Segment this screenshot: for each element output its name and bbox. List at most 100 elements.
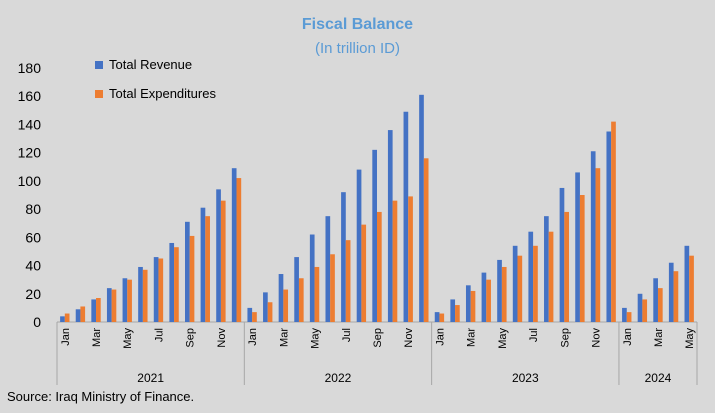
bar-revenue <box>481 272 487 322</box>
bar-expenditures <box>533 245 538 322</box>
bar-expenditures <box>408 196 413 322</box>
chart-subtitle: (In trillion ID) <box>314 40 400 57</box>
bar-revenue <box>544 216 549 322</box>
x-tick-label: Nov <box>216 328 228 348</box>
y-tick-label: 120 <box>18 145 42 161</box>
y-tick-label: 100 <box>18 173 42 189</box>
x-tick-label: Jul <box>528 328 540 342</box>
bar-revenue <box>309 234 315 322</box>
bar-expenditures <box>80 306 86 322</box>
x-tick-label: May <box>497 328 509 349</box>
x-tick-label: Sep <box>372 328 384 348</box>
bar-revenue <box>122 278 128 322</box>
legend-label: Total Revenue <box>109 57 192 72</box>
bar-expenditures <box>205 216 210 322</box>
bar-revenue <box>528 231 534 322</box>
bar-revenue <box>60 316 65 322</box>
bar-expenditures <box>220 200 226 322</box>
x-tick-label: Mar <box>91 328 103 347</box>
bar-expenditures <box>252 312 257 322</box>
bar-revenue <box>341 192 346 322</box>
x-tick-label: Sep <box>185 328 197 348</box>
bar-expenditures <box>298 278 304 322</box>
bar-expenditures <box>517 255 523 322</box>
bar-revenue <box>684 245 690 322</box>
bar-expenditures <box>657 288 663 322</box>
bar-expenditures <box>267 302 273 322</box>
bar-revenue <box>263 292 268 322</box>
y-tick-label: 160 <box>18 88 42 104</box>
bar-expenditures <box>548 231 554 322</box>
bar-expenditures <box>486 279 491 322</box>
y-tick-label: 80 <box>25 201 41 217</box>
x-tick-label: May <box>310 328 322 349</box>
bar-revenue <box>278 274 284 322</box>
bar-expenditures <box>174 247 179 322</box>
bar-revenue <box>465 285 471 322</box>
bar-revenue <box>200 207 206 322</box>
bar-revenue <box>294 257 299 322</box>
bar-expenditures <box>158 258 164 322</box>
bar-revenue <box>637 293 643 322</box>
x-tick-label: Nov <box>403 328 415 348</box>
bar-revenue <box>138 266 143 322</box>
bar-revenue <box>403 111 409 322</box>
bar-revenue <box>185 221 190 322</box>
x-tick-label: Mar <box>278 328 290 347</box>
bar-expenditures <box>611 121 616 322</box>
legend-label: Total Expenditures <box>109 86 216 101</box>
bar-expenditures <box>142 269 148 322</box>
bar-expenditures <box>392 200 398 322</box>
x-tick-label: Jan <box>622 328 634 346</box>
bar-expenditures <box>564 211 569 322</box>
bar-revenue <box>559 187 565 322</box>
x-tick-label: Mar <box>653 328 665 347</box>
bar-expenditures <box>96 298 101 322</box>
x-tick-label: Jul <box>153 328 165 342</box>
bar-expenditures <box>642 299 648 322</box>
x-tick-label: Mar <box>466 328 478 347</box>
bar-expenditures <box>501 266 507 322</box>
y-tick-label: 20 <box>25 286 41 302</box>
bar-expenditures <box>283 289 289 322</box>
bar-revenue <box>622 307 627 322</box>
bar-revenue <box>575 172 580 322</box>
y-tick-label: 40 <box>25 258 41 274</box>
x-tick-label: Jan <box>434 328 446 346</box>
y-tick-label: 140 <box>18 116 42 132</box>
bar-revenue <box>169 242 175 322</box>
source-note: Source: Iraq Ministry of Finance. <box>7 389 195 404</box>
x-tick-label: Jul <box>341 328 353 342</box>
bar-expenditures <box>111 289 117 322</box>
bar-expenditures <box>345 240 351 322</box>
bar-revenue <box>356 169 362 322</box>
bar-revenue <box>387 130 393 322</box>
bar-expenditures <box>127 279 132 322</box>
bar-expenditures <box>439 313 445 322</box>
bar-revenue <box>606 131 612 322</box>
bar-expenditures <box>579 195 585 322</box>
year-label: 2022 <box>325 371 352 385</box>
bar-expenditures <box>673 271 679 322</box>
bar-revenue <box>231 168 237 322</box>
bar-revenue <box>653 278 658 322</box>
bar-revenue <box>106 288 112 322</box>
x-tick-label: Jan <box>60 328 72 346</box>
bar-expenditures <box>314 266 320 322</box>
bar-revenue <box>153 257 159 322</box>
year-label: 2021 <box>137 371 164 385</box>
bar-expenditures <box>423 158 429 322</box>
bar-revenue <box>372 149 377 322</box>
bar-revenue <box>216 189 221 322</box>
bar-expenditures <box>626 312 632 322</box>
bar-expenditures <box>189 235 195 322</box>
chart-title: Fiscal Balance <box>301 16 414 33</box>
bar-expenditures <box>236 178 242 322</box>
year-label: 2023 <box>512 371 539 385</box>
x-tick-label: May <box>684 328 696 349</box>
x-tick-label: Jan <box>247 328 259 346</box>
bar-revenue <box>247 307 253 322</box>
bar-expenditures <box>377 211 382 322</box>
x-tick-label: Nov <box>591 328 603 348</box>
